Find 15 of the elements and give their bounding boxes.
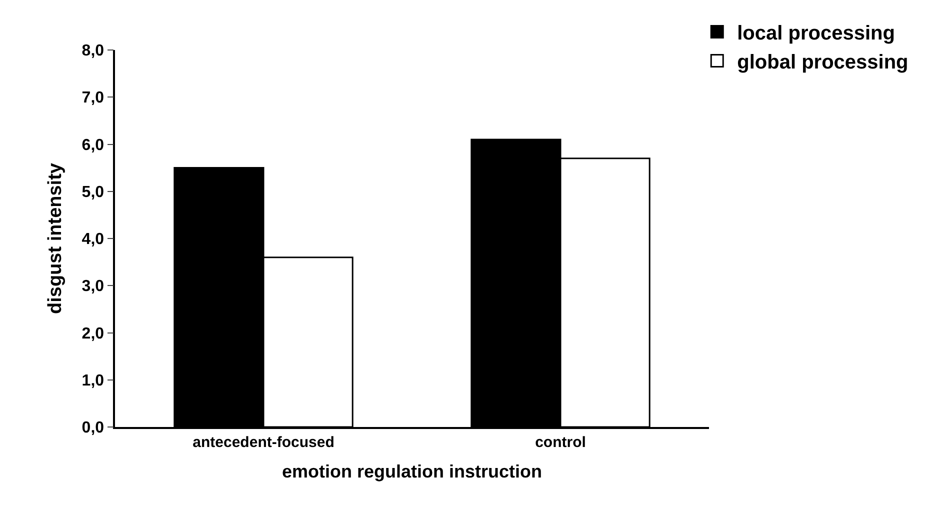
y-axis-title: disgust intensity <box>45 162 66 314</box>
legend-label: local processing <box>737 22 895 45</box>
y-tick-label: 3,0 <box>82 278 104 296</box>
y-tick-label: 4,0 <box>82 231 104 248</box>
y-tick-label: 1,0 <box>82 372 104 390</box>
x-axis-title: emotion regulation instruction <box>282 461 542 482</box>
y-tick-label: 8,0 <box>82 42 104 60</box>
legend-label: global processing <box>737 52 908 74</box>
x-tick-label: antecedent-focused <box>192 434 334 451</box>
y-tick-label: 0,0 <box>82 420 104 437</box>
x-tick-label: control <box>535 434 586 451</box>
y-tick-label: 2,0 <box>82 325 104 342</box>
y-tick-label: 7,0 <box>82 90 104 107</box>
y-tick-label: 6,0 <box>82 136 104 154</box>
y-tick-label: 5,0 <box>82 184 104 201</box>
